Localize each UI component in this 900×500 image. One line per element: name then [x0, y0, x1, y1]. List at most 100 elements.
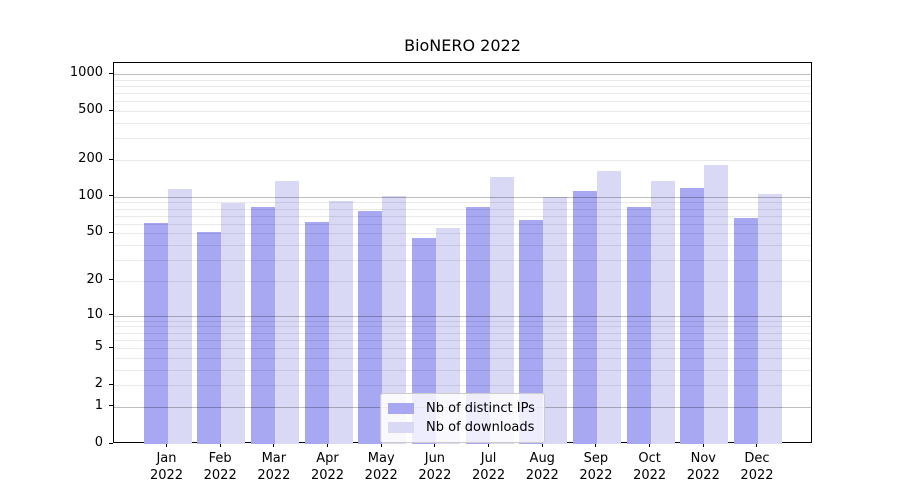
- gridline-major: [114, 315, 811, 317]
- y-tick-label: 50: [86, 224, 103, 240]
- gridline-major: [114, 74, 811, 76]
- bar-downloads: [328, 201, 353, 444]
- x-tick-month: Aug: [529, 451, 555, 466]
- y-tick-mark: [109, 158, 113, 160]
- x-tick-month: Jun: [424, 451, 446, 466]
- chart-title: BioNERO 2022: [404, 36, 521, 55]
- gridline-major: [114, 196, 811, 198]
- y-tick-label: 500: [78, 102, 103, 118]
- legend-label-downloads: Nb of downloads: [426, 420, 535, 435]
- gridline-minor: [114, 357, 811, 359]
- y-tick-mark: [109, 72, 113, 74]
- y-tick-mark: [109, 314, 113, 316]
- bar-distinct-ips: [250, 206, 275, 444]
- x-tick-mark: [434, 443, 436, 447]
- x-tick-year: 2022: [472, 468, 506, 483]
- gridline-minor: [114, 332, 811, 334]
- y-tick-label: 2: [94, 376, 103, 392]
- gridline-minor: [114, 93, 811, 95]
- legend-swatch-downloads: [388, 422, 414, 433]
- bar-distinct-ips: [680, 187, 705, 444]
- x-tick-mark: [488, 443, 490, 447]
- x-tick-month: Sep: [583, 451, 609, 466]
- x-tick-mark: [273, 443, 275, 447]
- bar-distinct-ips: [626, 206, 651, 444]
- bar-distinct-ips: [304, 222, 329, 444]
- y-tick-label: 0: [94, 435, 103, 450]
- x-tick-month: Nov: [690, 451, 716, 466]
- gridline-minor: [114, 348, 811, 350]
- x-tick-month: Jul: [480, 451, 497, 466]
- x-tick-label: Oct 2022: [620, 450, 680, 484]
- y-tick-label: 200: [78, 151, 103, 167]
- plot-area: Nb of distinct IPs Nb of downloads: [113, 62, 812, 444]
- x-tick-label: May 2022: [351, 450, 411, 484]
- y-tick-label: 100: [78, 187, 103, 203]
- x-tick-label: Sep 2022: [566, 450, 626, 484]
- y-tick-label: 5: [94, 339, 103, 355]
- gridline-minor: [114, 160, 811, 162]
- gridline-minor: [114, 245, 811, 247]
- bar-distinct-ips: [197, 232, 222, 444]
- y-tick-mark: [109, 383, 113, 385]
- x-tick-month: May: [367, 451, 395, 466]
- x-tick-month: Mar: [261, 451, 287, 466]
- x-tick-month: Oct: [638, 451, 661, 466]
- gridline-minor: [114, 101, 811, 103]
- gridline-minor: [114, 280, 811, 282]
- bar-downloads: [596, 170, 621, 444]
- legend-entry-downloads: Nb of downloads: [388, 418, 535, 437]
- x-tick-mark: [380, 443, 382, 447]
- x-tick-mark: [327, 443, 329, 447]
- bar-downloads: [543, 197, 568, 444]
- x-tick-label: Jan 2022: [137, 450, 197, 484]
- x-tick-year: 2022: [418, 468, 452, 483]
- y-tick-label: 1000: [69, 65, 103, 81]
- gridline-minor: [114, 223, 811, 225]
- gridline-minor: [114, 326, 811, 328]
- bar-distinct-ips: [572, 190, 597, 444]
- x-tick-month: Jan: [156, 451, 177, 466]
- x-tick-mark: [595, 443, 597, 447]
- gridline-minor: [114, 86, 811, 87]
- x-tick-mark: [649, 443, 651, 447]
- gridline-minor: [114, 233, 811, 235]
- x-tick-year: 2022: [633, 468, 667, 483]
- x-tick-month: Apr: [316, 451, 339, 466]
- bar-distinct-ips: [358, 211, 383, 444]
- y-tick-mark: [109, 231, 113, 233]
- gridline-minor: [114, 123, 811, 125]
- legend-label-distinct-ips: Nb of distinct IPs: [426, 401, 535, 416]
- gridline-minor: [114, 138, 811, 140]
- y-tick-mark: [109, 279, 113, 281]
- x-tick-label: Feb 2022: [190, 450, 250, 484]
- x-tick-label: Apr 2022: [298, 450, 358, 484]
- bars-layer: [114, 63, 811, 444]
- x-tick-year: 2022: [364, 468, 398, 483]
- bar-downloads: [274, 180, 299, 444]
- x-tick-year: 2022: [310, 468, 345, 483]
- bar-downloads: [221, 203, 246, 444]
- x-tick-year: 2022: [686, 468, 720, 483]
- y-tick-label: 1: [94, 397, 103, 413]
- x-tick-year: 2022: [203, 468, 237, 483]
- x-tick-mark: [166, 443, 167, 447]
- gridline-minor: [114, 111, 811, 113]
- bar-downloads: [167, 188, 192, 444]
- bar-downloads: [704, 164, 729, 444]
- gridline-minor: [114, 320, 811, 322]
- gridline-minor: [114, 385, 811, 387]
- gridline-minor: [114, 208, 811, 210]
- gridline-minor: [114, 202, 811, 204]
- x-tick-year: 2022: [579, 468, 613, 483]
- x-tick-mark: [541, 443, 543, 447]
- gridline-minor: [114, 339, 811, 341]
- bar-downloads: [757, 193, 782, 444]
- x-tick-month: Dec: [744, 451, 770, 466]
- x-tick-year: 2022: [525, 468, 559, 483]
- bar-distinct-ips: [733, 218, 758, 444]
- legend-entry-distinct-ips: Nb of distinct IPs: [388, 399, 535, 418]
- y-tick-mark: [109, 346, 113, 348]
- legend-swatch-distinct-ips: [388, 403, 414, 414]
- bar-distinct-ips: [143, 223, 168, 444]
